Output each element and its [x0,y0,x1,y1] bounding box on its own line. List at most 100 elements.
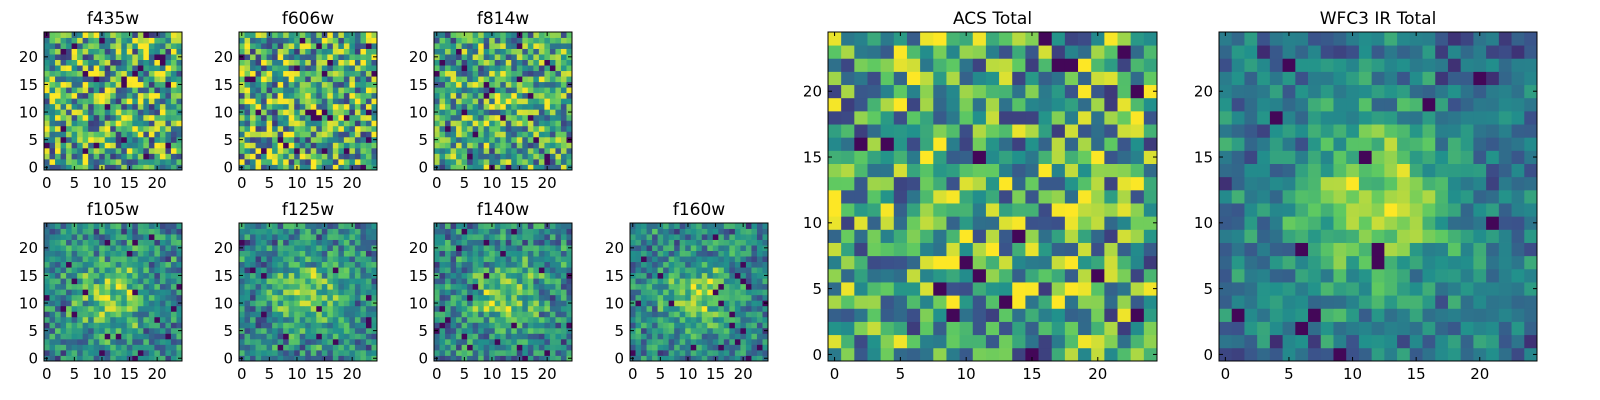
heatmap-cell [933,150,947,164]
heatmap-cell [283,147,290,154]
heatmap-cell [143,267,150,274]
heatmap-cell [549,223,556,229]
heatmap-cell [985,176,1000,191]
heatmap-cell [439,87,446,94]
heatmap-cell [538,338,545,345]
heatmap-cell [244,289,251,296]
heatmap-cell [343,333,350,340]
heatmap-cell [450,294,457,301]
heatmap-cell [696,228,703,235]
heatmap-cell [734,245,741,251]
heatmap-cell [635,289,642,296]
heatmap-cell [560,98,567,105]
heatmap-cell [527,256,534,263]
heatmap-cell [533,65,540,72]
heatmap-cell [657,333,664,340]
heatmap-cell [566,316,573,323]
heatmap-cell [121,305,128,312]
heatmap-cell [266,333,273,340]
heatmap-cell [132,349,139,356]
heatmap-cell [143,322,150,329]
heatmap-cell [1104,321,1118,336]
heatmap-cell [538,131,545,138]
heatmap-cell [867,282,882,296]
heatmap-cell [132,131,139,138]
heatmap-cell [261,103,267,110]
heatmap-cell [343,234,350,240]
heatmap-cell [657,294,664,301]
heatmap-cell [60,65,67,72]
heatmap-cell [261,153,267,160]
heatmap-cell [365,300,372,307]
heatmap-cell [538,114,545,121]
heatmap-cell [66,289,72,296]
heatmap-cell [668,239,675,246]
heatmap-cell [354,32,361,38]
heatmap-cell [555,158,562,165]
heatmap-cell [176,338,183,345]
heatmap-cell [88,48,95,55]
heatmap-cell [170,272,177,279]
heatmap-cell [310,147,317,154]
heatmap-cell [483,294,490,301]
heatmap-cell [88,125,95,132]
heatmap-cell [137,131,144,138]
heatmap-cell [338,327,345,334]
heatmap-cell [49,87,56,94]
heatmap-cell [641,355,647,362]
heatmap-cell [434,278,440,285]
heatmap-cell [630,234,636,240]
heatmap-cell [277,142,284,149]
heatmap-cell [60,283,67,290]
heatmap-cell [439,136,446,143]
heatmap-cell [239,322,245,329]
heatmap-cell [511,294,518,301]
heatmap-cell [867,150,882,164]
heatmap-cell [668,333,675,340]
heatmap-cell [343,54,350,60]
heatmap-cell [126,87,133,94]
heatmap-cell [718,245,725,251]
heatmap-cell [332,239,339,246]
heatmap-cell [170,109,177,116]
heatmap-cell [434,344,440,351]
heatmap-cell [560,109,567,116]
heatmap-cell [176,256,183,263]
heatmap-cell [154,136,161,143]
heatmap-cell [71,65,78,72]
heatmap-cell [93,153,100,160]
heatmap-cell [305,37,312,44]
heatmap-cell [137,349,144,356]
heatmap-cell [143,239,150,246]
heatmap-cell [93,131,100,138]
heatmap-cell [729,239,736,246]
heatmap-cell [310,37,317,44]
heatmap-cell [272,164,279,171]
heatmap-cell [321,48,328,55]
heatmap-cell [478,103,485,110]
heatmap-cell [538,87,545,94]
heatmap-cell [137,87,144,94]
heatmap-cell [277,300,284,307]
heatmap-cell [49,43,56,49]
heatmap-cell [170,76,177,83]
heatmap-cell [93,344,100,351]
heatmap-cell [126,272,133,279]
heatmap-cell [371,70,378,77]
heatmap-cell [434,37,440,44]
heatmap-cell [60,142,67,149]
heatmap-cell [255,59,262,66]
heatmap-cell [255,164,262,171]
heatmap-cell [354,120,361,127]
heatmap-cell [555,48,562,55]
heatmap-cell [663,344,670,351]
heatmap-cell [494,103,501,110]
heatmap-cell [148,98,155,105]
heatmap-cell [44,333,50,340]
heatmap-cell [148,267,155,274]
heatmap-cell [533,239,540,246]
heatmap-cell [1143,282,1158,296]
heatmap-cell [250,164,256,171]
heatmap-cell [360,92,367,99]
heatmap-cell [985,255,1000,270]
